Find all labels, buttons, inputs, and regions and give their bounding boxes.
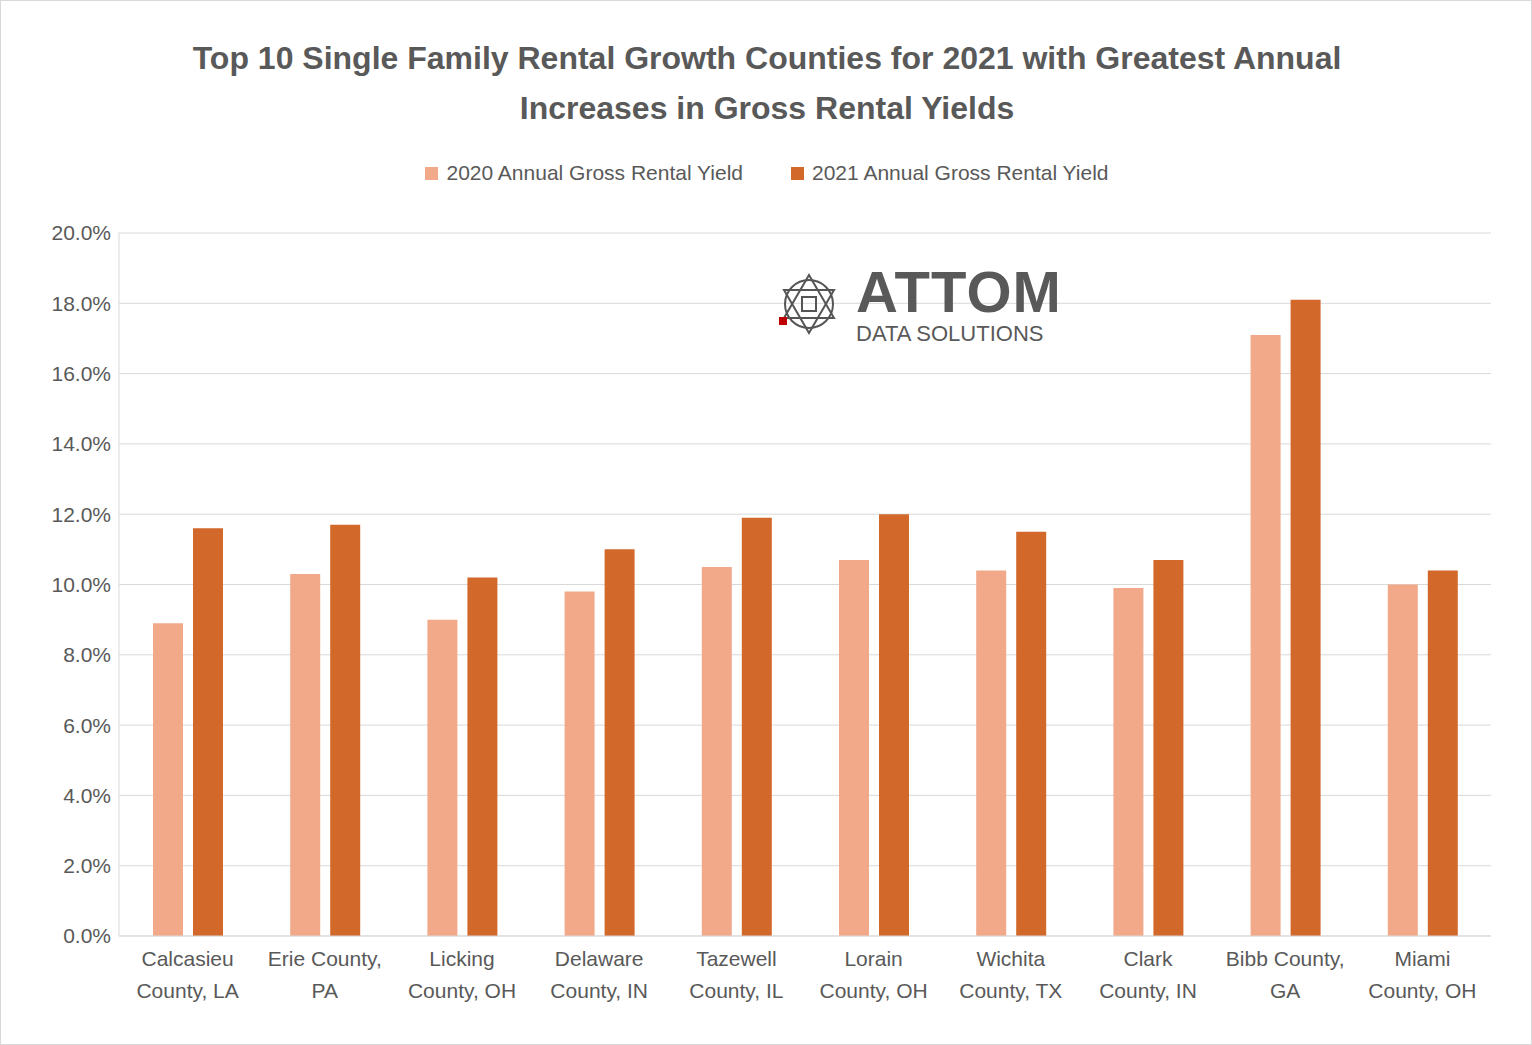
html-text:Top 10 Single Family Rental Gr: Top 10 Single Family Rental Growth Count… [192, 40, 1342, 126]
html-text:2021 Annual Gross Rental Yield: 2021 Annual Gross Rental Yield [812, 161, 1109, 184]
svg-text:0.0%: 0.0% [63, 924, 111, 947]
svg-text:Licking: Licking [429, 947, 494, 970]
svg-text:12.0%: 12.0% [51, 503, 111, 526]
svg-text:6.0%: 6.0% [63, 714, 111, 737]
svg-text:Tazewell: Tazewell [696, 947, 777, 970]
svg-text:Wichita: Wichita [976, 947, 1045, 970]
svg-text:County, OH: County, OH [820, 979, 928, 1002]
svg-text:Bibb County,: Bibb County, [1226, 947, 1345, 970]
svg-text:County, OH: County, OH [408, 979, 516, 1002]
svg-text:4.0%: 4.0% [63, 784, 111, 807]
svg-text:Lorain: Lorain [844, 947, 902, 970]
svg-text:County, IN: County, IN [1099, 979, 1197, 1002]
svg-text:2.0%: 2.0% [63, 854, 111, 877]
svg-text:GA: GA [1270, 979, 1300, 1002]
svg-text:County, IL: County, IL [689, 979, 783, 1002]
svg-text:8.0%: 8.0% [63, 643, 111, 666]
svg-text:Clark: Clark [1123, 947, 1173, 970]
svg-text:Erie County,: Erie County, [268, 947, 382, 970]
svg-text:County, TX: County, TX [959, 979, 1062, 1002]
svg-text:20.0%: 20.0% [51, 221, 111, 244]
svg-text:Delaware: Delaware [555, 947, 644, 970]
svg-text:Miami: Miami [1394, 947, 1450, 970]
html-text:ATTOM: ATTOM [856, 259, 1062, 324]
svg-text:PA: PA [312, 979, 338, 1002]
html-text:2020 Annual Gross Rental Yield: 2020 Annual Gross Rental Yield [446, 161, 743, 184]
svg-text:16.0%: 16.0% [51, 362, 111, 385]
svg-text:County, IN: County, IN [550, 979, 648, 1002]
svg-text:14.0%: 14.0% [51, 432, 111, 455]
svg-text:County, LA: County, LA [136, 979, 238, 1002]
html-text:DATA SOLUTIONS: DATA SOLUTIONS [856, 321, 1044, 346]
svg-text:18.0%: 18.0% [51, 292, 111, 315]
svg-text:County, OH: County, OH [1368, 979, 1476, 1002]
svg-text:10.0%: 10.0% [51, 573, 111, 596]
svg-text:Calcasieu: Calcasieu [141, 947, 233, 970]
